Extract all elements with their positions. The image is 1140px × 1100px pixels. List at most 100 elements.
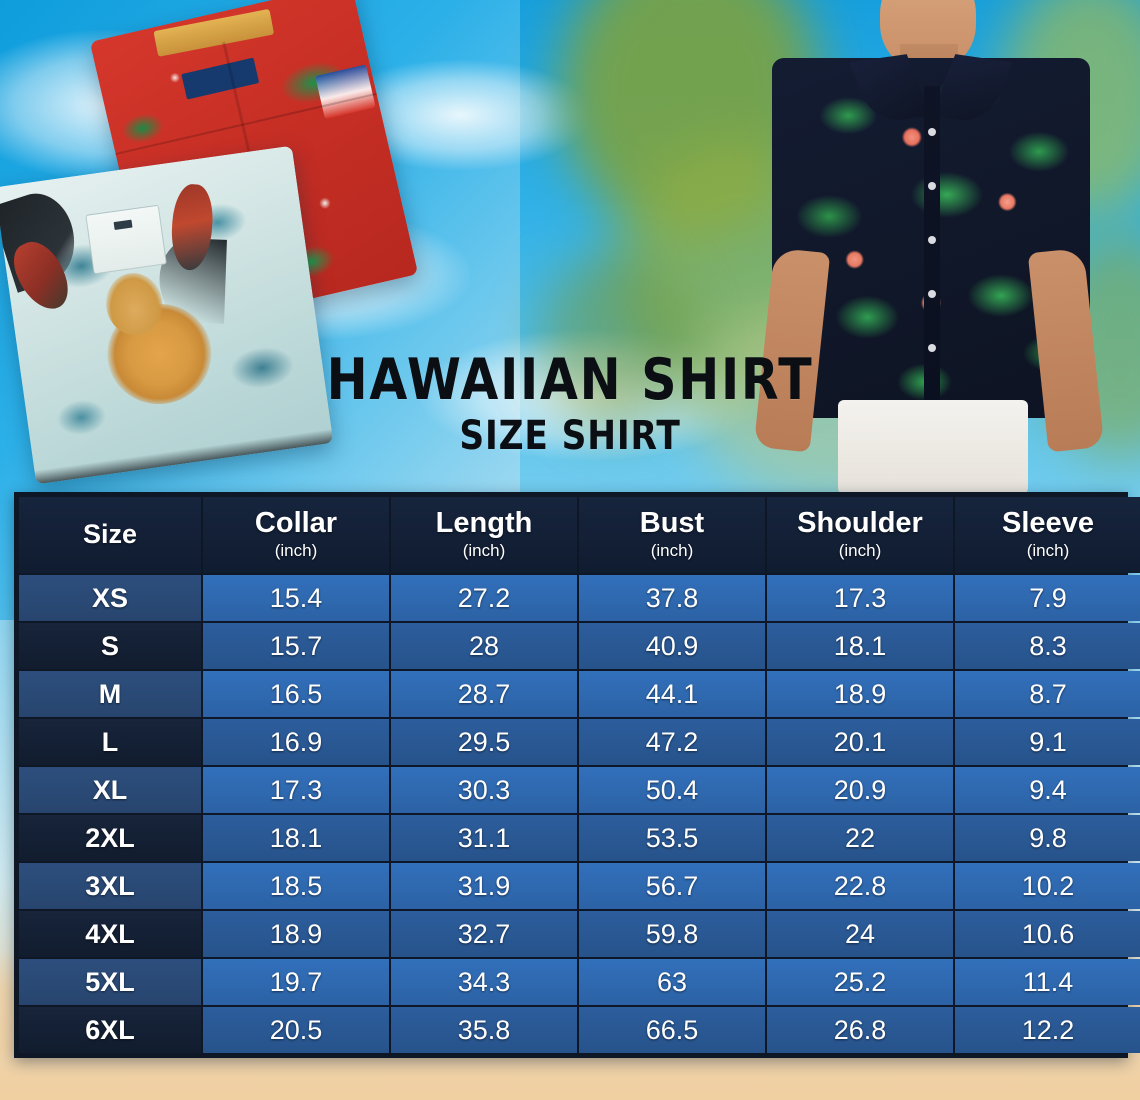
measurement-cell-collar: 18.5 (203, 863, 389, 909)
table-header-row: Size Collar (inch) Length (inch) Bust (i… (19, 497, 1140, 573)
column-header-collar: Collar (inch) (203, 497, 389, 573)
column-header-unit: (inch) (1026, 541, 1070, 560)
measurement-cell-collar: 17.3 (203, 767, 389, 813)
column-header-unit: (inch) (650, 541, 694, 560)
size-label-cell: XS (19, 575, 201, 621)
size-label-cell: 4XL (19, 911, 201, 957)
column-header-bust: Bust (inch) (579, 497, 765, 573)
measurement-cell-sleeve: 12.2 (955, 1007, 1140, 1053)
measurement-cell-sleeve: 7.9 (955, 575, 1140, 621)
page-title: HAWAIIAN SHIRT (326, 347, 814, 413)
column-header-sleeve: Sleeve (inch) (955, 497, 1140, 573)
measurement-cell-shoulder: 17.3 (767, 575, 953, 621)
measurement-cell-bust: 56.7 (579, 863, 765, 909)
measurement-cell-shoulder: 20.9 (767, 767, 953, 813)
measurement-cell-bust: 63 (579, 959, 765, 1005)
measurement-cell-shoulder: 18.9 (767, 671, 953, 717)
measurement-cell-shoulder: 22 (767, 815, 953, 861)
measurement-cell-shoulder: 25.2 (767, 959, 953, 1005)
measurement-cell-sleeve: 10.2 (955, 863, 1140, 909)
measurement-cell-collar: 16.5 (203, 671, 389, 717)
model-white-shorts (838, 400, 1028, 494)
page-subtitle: SIZE SHIRT (459, 413, 681, 459)
table-row: 2XL 18.1 31.1 53.5 22 9.8 (19, 815, 1140, 861)
table-row: XL 17.3 30.3 50.4 20.9 9.4 (19, 767, 1140, 813)
title-block: HAWAIIAN SHIRT SIZE SHIRT (0, 352, 1140, 460)
measurement-cell-collar: 15.7 (203, 623, 389, 669)
size-label-cell: 3XL (19, 863, 201, 909)
measurement-cell-sleeve: 9.1 (955, 719, 1140, 765)
shirt-button (928, 290, 936, 298)
size-label-cell: 2XL (19, 815, 201, 861)
measurement-cell-bust: 47.2 (579, 719, 765, 765)
column-header-label: Collar (254, 507, 338, 539)
measurement-cell-bust: 66.5 (579, 1007, 765, 1053)
shirt-chest-pocket (85, 204, 167, 275)
table-row: 3XL 18.5 31.9 56.7 22.8 10.2 (19, 863, 1140, 909)
shirt-neck-label (181, 57, 260, 100)
measurement-cell-collar: 16.9 (203, 719, 389, 765)
measurement-cell-bust: 59.8 (579, 911, 765, 957)
measurement-cell-sleeve: 9.8 (955, 815, 1140, 861)
column-header-shoulder: Shoulder (inch) (767, 497, 953, 573)
column-header-size: Size (19, 497, 201, 573)
table-row: S 15.7 28 40.9 18.1 8.3 (19, 623, 1140, 669)
measurement-cell-bust: 50.4 (579, 767, 765, 813)
measurement-cell-length: 31.1 (391, 815, 577, 861)
size-label-cell: S (19, 623, 201, 669)
measurement-cell-sleeve: 10.6 (955, 911, 1140, 957)
measurement-cell-bust: 44.1 (579, 671, 765, 717)
measurement-cell-sleeve: 9.4 (955, 767, 1140, 813)
column-header-unit: (inch) (462, 541, 506, 560)
measurement-cell-length: 35.8 (391, 1007, 577, 1053)
measurement-cell-sleeve: 8.7 (955, 671, 1140, 717)
measurement-cell-bust: 37.8 (579, 575, 765, 621)
table-body: XS 15.4 27.2 37.8 17.3 7.9 S 15.7 28 40.9 18.1 8.3 M… (19, 575, 1140, 1053)
measurement-cell-length: 29.5 (391, 719, 577, 765)
size-label-cell: M (19, 671, 201, 717)
column-header-label: Shoulder (797, 507, 923, 539)
size-chart-table: Size Collar (inch) Length (inch) Bust (i… (17, 495, 1140, 1055)
table-row: L 16.9 29.5 47.2 20.1 9.1 (19, 719, 1140, 765)
table-row: 4XL 18.9 32.7 59.8 24 10.6 (19, 911, 1140, 957)
measurement-cell-length: 32.7 (391, 911, 577, 957)
measurement-cell-shoulder: 24 (767, 911, 953, 957)
size-label-cell: 5XL (19, 959, 201, 1005)
table-header: Size Collar (inch) Length (inch) Bust (i… (19, 497, 1140, 573)
table-row: 6XL 20.5 35.8 66.5 26.8 12.2 (19, 1007, 1140, 1053)
column-header-unit: (inch) (274, 541, 318, 560)
measurement-cell-length: 34.3 (391, 959, 577, 1005)
column-header-label: Sleeve (1002, 507, 1094, 539)
shirt-button (928, 182, 936, 190)
measurement-cell-collar: 15.4 (203, 575, 389, 621)
size-label-cell: L (19, 719, 201, 765)
measurement-cell-collar: 20.5 (203, 1007, 389, 1053)
measurement-cell-collar: 18.1 (203, 815, 389, 861)
table-row: M 16.5 28.7 44.1 18.9 8.7 (19, 671, 1140, 717)
size-label-cell: 6XL (19, 1007, 201, 1053)
measurement-cell-collar: 18.9 (203, 911, 389, 957)
measurement-cell-shoulder: 26.8 (767, 1007, 953, 1053)
column-header-label: Size (82, 518, 138, 549)
measurement-cell-length: 30.3 (391, 767, 577, 813)
measurement-cell-length: 27.2 (391, 575, 577, 621)
size-chart-table-container: Size Collar (inch) Length (inch) Bust (i… (14, 492, 1140, 1058)
measurement-cell-collar: 19.7 (203, 959, 389, 1005)
shirt-button (928, 236, 936, 244)
model-photo (742, 0, 1114, 494)
measurement-cell-shoulder: 20.1 (767, 719, 953, 765)
shirt-sleeve-badge (315, 64, 376, 120)
measurement-cell-sleeve: 11.4 (955, 959, 1140, 1005)
column-header-unit: (inch) (838, 541, 882, 560)
shirt-button (928, 128, 936, 136)
column-header-length: Length (inch) (391, 497, 577, 573)
model-shirt-placket (924, 86, 940, 406)
measurement-cell-length: 28.7 (391, 671, 577, 717)
measurement-cell-sleeve: 8.3 (955, 623, 1140, 669)
shirt-button (928, 344, 936, 352)
palm-foliage-blur (540, 250, 690, 430)
table-row: XS 15.4 27.2 37.8 17.3 7.9 (19, 575, 1140, 621)
measurement-cell-shoulder: 22.8 (767, 863, 953, 909)
table-row: 5XL 19.7 34.3 63 25.2 11.4 (19, 959, 1140, 1005)
